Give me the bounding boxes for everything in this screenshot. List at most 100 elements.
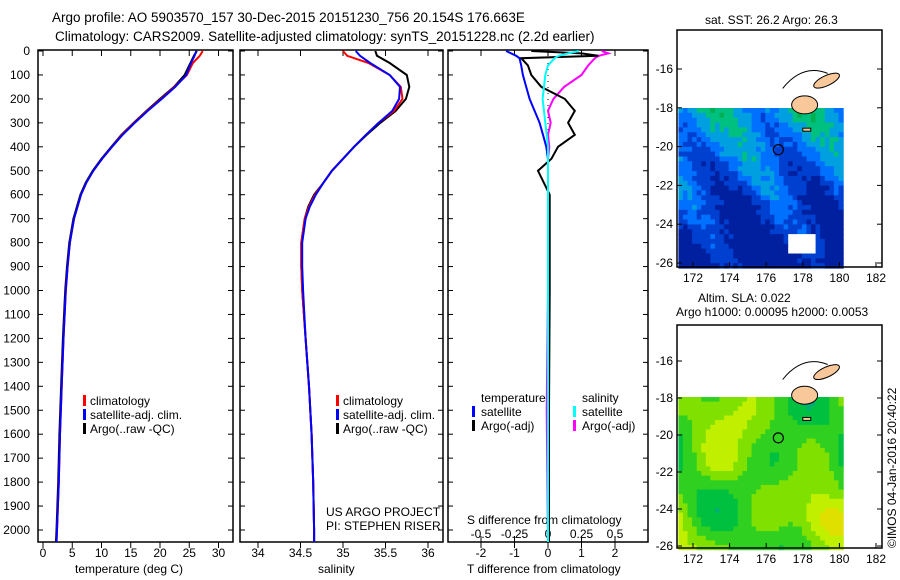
map-cell: [696, 406, 702, 412]
map-cell: [797, 209, 803, 216]
map-cell: [733, 540, 739, 546]
map-cell: [806, 190, 812, 196]
map-cell: [838, 253, 844, 259]
map-cell: [719, 253, 725, 259]
map-x-tick-label: 176: [756, 271, 776, 285]
map-cell: [756, 420, 762, 426]
map-cell: [811, 117, 817, 124]
map-cell: [801, 141, 808, 148]
map-cell: [815, 175, 821, 182]
land-kadavu: [802, 127, 812, 132]
map-cell: [715, 484, 721, 491]
map-cell: [705, 258, 711, 264]
map-x-tick-label: 172: [683, 271, 703, 285]
map-cell: [728, 112, 734, 119]
map-cell: [811, 443, 817, 449]
map-cell: [801, 494, 808, 500]
map-cell: [769, 397, 776, 403]
map-cell: [687, 471, 693, 477]
map-cell: [705, 429, 711, 435]
map-cell: [829, 209, 835, 216]
map-cell: [756, 190, 762, 196]
map-cell: [751, 141, 757, 148]
map-cell: [696, 420, 702, 426]
map-y-tick-label: -26: [656, 256, 674, 270]
map-cell: [833, 248, 840, 254]
map-cell: [788, 166, 794, 172]
map-cell: [838, 526, 844, 532]
map-cell: [838, 180, 844, 187]
map-cell: [742, 224, 748, 230]
map-cell: [833, 475, 840, 481]
map-cell: [779, 224, 785, 230]
map-cell: [701, 180, 707, 187]
map-cell: [797, 461, 803, 467]
map-cell: [765, 122, 771, 128]
map-cell: [788, 234, 794, 240]
land-vanua-levu: [813, 72, 840, 89]
map-cell: [783, 461, 789, 467]
map-cell: [811, 214, 817, 221]
map-cell: [779, 434, 785, 440]
map-cell: [692, 171, 698, 177]
map-cell: [692, 526, 698, 532]
map-cell: [811, 253, 817, 259]
map-cell: [815, 195, 821, 201]
map-cell: [829, 112, 835, 119]
map-cell: [710, 512, 716, 518]
map-cell: [815, 410, 821, 417]
map-cell: [769, 229, 776, 235]
map-cell: [829, 156, 835, 162]
map-cell: [801, 185, 808, 191]
map-cell: [820, 480, 826, 486]
map-cell: [806, 512, 812, 518]
map-cell: [705, 122, 711, 128]
map-cell: [824, 214, 830, 221]
map-cell: [687, 438, 693, 444]
map-cell: [783, 508, 789, 514]
map-cell: [710, 535, 716, 541]
map-cell: [692, 480, 698, 486]
map-cell: [705, 484, 711, 491]
map-cell: [751, 452, 757, 458]
map-cell: [788, 452, 794, 458]
map-cell: [678, 224, 684, 230]
map-cell: [742, 156, 748, 162]
map-cell: [701, 146, 707, 153]
map-cell: [751, 443, 757, 449]
map-cell: [719, 508, 725, 514]
map-cell: [815, 420, 821, 426]
map-cell: [747, 156, 753, 162]
map-cell: [833, 535, 840, 541]
map-cell: [696, 480, 702, 486]
map-cell: [829, 161, 835, 167]
map-cell: [760, 521, 766, 528]
map-cell: [779, 406, 785, 412]
map-cell: [820, 219, 826, 225]
map-cell: [756, 229, 762, 235]
map-cell: [728, 521, 734, 528]
map-cell: [678, 438, 684, 444]
map-cell: [751, 531, 757, 537]
map-cell: [728, 434, 734, 440]
map-cell: [751, 471, 757, 477]
map-cell: [820, 175, 826, 182]
map-cell: [824, 494, 830, 500]
reef-contour: [782, 361, 828, 380]
map-cell: [765, 526, 771, 532]
map-cell: [760, 224, 766, 230]
map-cell: [779, 195, 785, 201]
map-cell: [692, 132, 698, 138]
map-cell: [705, 521, 711, 528]
map-cell: [742, 185, 748, 191]
map-cell: [779, 443, 785, 449]
map-cell: [678, 151, 684, 157]
map-cell: [811, 122, 817, 128]
map-cell: [765, 429, 771, 435]
map-cell: [701, 141, 707, 148]
map-cell: [792, 434, 798, 440]
map-cell: [756, 205, 762, 211]
map-cell: [687, 180, 693, 187]
map-cell: [815, 219, 821, 225]
map-cell: [833, 137, 840, 143]
